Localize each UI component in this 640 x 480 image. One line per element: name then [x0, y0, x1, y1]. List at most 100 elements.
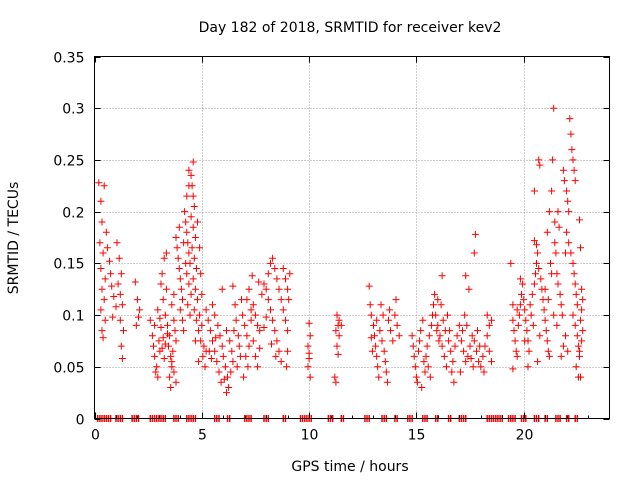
data-point	[187, 290, 195, 298]
data-point	[412, 373, 420, 381]
data-point	[411, 363, 419, 371]
data-point	[268, 340, 275, 348]
data-point	[536, 332, 544, 340]
data-point	[172, 234, 180, 241]
data-point	[376, 327, 384, 335]
data-point	[136, 306, 144, 314]
data-point	[563, 228, 571, 236]
data-point	[528, 290, 536, 298]
data-point	[306, 332, 314, 340]
data-point	[544, 347, 552, 355]
data-point	[191, 234, 199, 241]
data-point	[537, 275, 545, 283]
data-point	[155, 337, 163, 345]
data-point	[389, 337, 397, 345]
data-point	[551, 218, 559, 226]
data-point	[570, 166, 578, 174]
data-point	[557, 301, 565, 309]
data-point	[509, 301, 517, 309]
data-point	[559, 342, 567, 350]
y-tick-label: 0.1	[62, 309, 84, 325]
data-point	[564, 197, 572, 205]
data-point	[220, 375, 228, 383]
data-point	[247, 316, 255, 324]
data-point	[183, 228, 191, 236]
data-point	[269, 316, 277, 324]
data-point	[97, 265, 105, 272]
data-point	[471, 230, 479, 238]
data-point	[277, 358, 285, 366]
data-point	[578, 285, 586, 293]
data-point	[334, 350, 342, 358]
data-point	[271, 327, 279, 335]
data-point	[254, 363, 262, 371]
data-point	[333, 311, 341, 319]
data-point	[558, 311, 566, 319]
data-point	[515, 311, 523, 319]
data-point	[332, 378, 340, 386]
data-point	[172, 378, 180, 386]
data-point	[245, 342, 253, 350]
data-point	[172, 337, 180, 345]
data-point	[194, 296, 201, 304]
data-point	[530, 187, 538, 195]
data-point	[509, 316, 517, 324]
data-point	[173, 244, 181, 252]
data-point	[161, 311, 169, 319]
data-point	[431, 290, 439, 298]
data-point	[395, 332, 403, 340]
data-point	[548, 270, 556, 278]
data-point	[184, 301, 192, 309]
data-point	[96, 239, 104, 247]
data-point	[577, 373, 584, 381]
data-point	[101, 316, 109, 324]
data-point	[512, 347, 520, 355]
data-point	[456, 368, 464, 376]
data-point	[106, 257, 113, 265]
data-point	[255, 278, 263, 286]
data-point	[205, 347, 213, 355]
data-point	[196, 311, 204, 319]
data-point	[110, 293, 118, 300]
data-point	[419, 316, 427, 324]
data-point	[536, 161, 544, 169]
data-point	[223, 389, 230, 397]
data-point	[543, 228, 551, 236]
x-tick-label: 10	[301, 428, 319, 444]
data-point	[109, 313, 117, 321]
data-point	[565, 208, 573, 216]
data-point	[197, 337, 205, 345]
data-point	[116, 290, 124, 298]
data-point	[185, 280, 193, 288]
data-point	[100, 296, 108, 304]
data-point	[215, 368, 223, 376]
data-point	[380, 347, 388, 355]
data-point	[256, 327, 264, 335]
data-point	[532, 270, 539, 278]
data-point	[117, 342, 125, 350]
data-point	[476, 342, 484, 350]
data-point	[514, 321, 522, 329]
data-point	[523, 327, 531, 335]
data-point	[573, 332, 581, 340]
data-point	[212, 334, 220, 342]
data-point	[470, 337, 478, 345]
data-point	[488, 316, 495, 324]
data-point	[180, 239, 188, 247]
data-point	[181, 208, 189, 216]
y-tick-label: 0.3	[62, 102, 84, 118]
data-point	[103, 244, 111, 252]
data-point	[249, 337, 257, 345]
data-point	[367, 334, 375, 342]
data-point	[422, 352, 430, 360]
data-point	[485, 347, 493, 355]
data-point	[244, 363, 252, 371]
data-point	[169, 347, 177, 355]
data-point	[189, 192, 197, 200]
data-point	[436, 332, 444, 340]
data-point	[459, 327, 466, 335]
data-point	[201, 363, 209, 371]
y-tick-label: 0.35	[53, 51, 84, 67]
data-point	[275, 285, 283, 293]
data-point	[185, 166, 193, 174]
